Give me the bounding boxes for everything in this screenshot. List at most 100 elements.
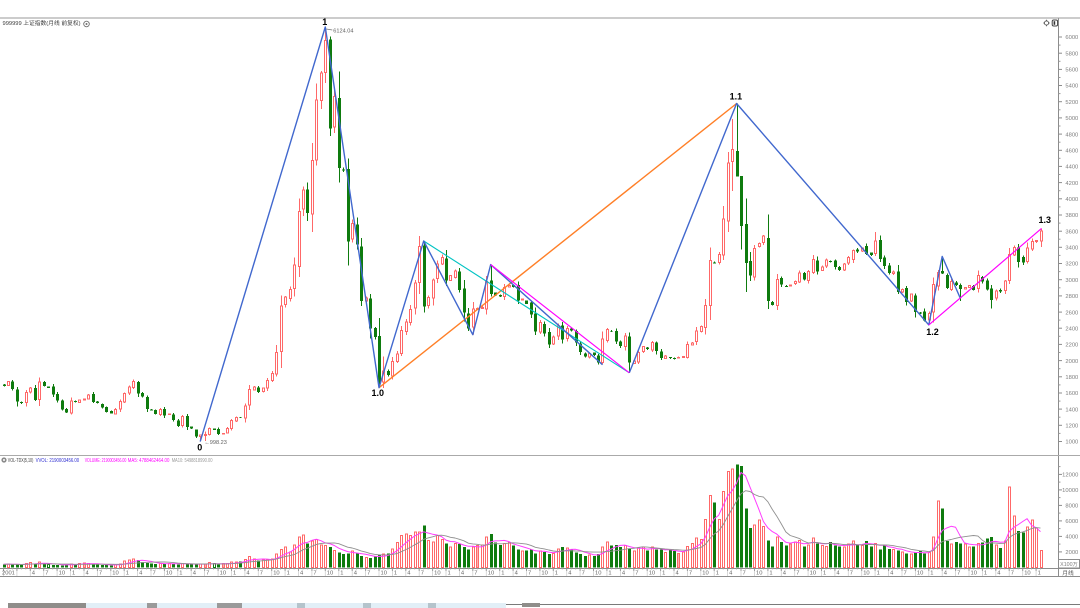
svg-text:5200: 5200 (1065, 100, 1078, 106)
svg-text:1: 1 (877, 571, 880, 577)
svg-text:10: 10 (381, 571, 387, 577)
svg-text:7: 7 (313, 571, 316, 577)
svg-text:4: 4 (32, 571, 36, 577)
svg-text:10: 10 (112, 571, 118, 577)
svg-text:7: 7 (206, 571, 209, 577)
svg-text:5800: 5800 (1065, 51, 1078, 57)
svg-text:1: 1 (394, 571, 397, 577)
svg-text:2400: 2400 (1065, 326, 1078, 332)
svg-text:4800: 4800 (1065, 132, 1078, 138)
svg-text:1200: 1200 (1065, 424, 1078, 430)
svg-text:10: 10 (541, 571, 547, 577)
svg-text:1: 1 (662, 571, 665, 577)
svg-text:1: 1 (233, 571, 236, 577)
svg-text:1.1: 1.1 (730, 92, 743, 102)
svg-text:4: 4 (193, 571, 197, 577)
svg-text:1.3: 1.3 (1039, 215, 1052, 225)
svg-text:7: 7 (904, 571, 907, 577)
svg-text:10: 10 (59, 571, 65, 577)
svg-text:7: 7 (635, 571, 638, 577)
svg-text:4200: 4200 (1065, 181, 1078, 187)
svg-text:10: 10 (327, 571, 333, 577)
svg-text:4: 4 (300, 571, 304, 577)
svg-text:2000: 2000 (1065, 550, 1078, 556)
svg-text:7: 7 (850, 571, 853, 577)
svg-text:10: 10 (971, 571, 977, 577)
svg-text:1: 1 (823, 571, 826, 577)
svg-text:5600: 5600 (1065, 68, 1078, 74)
svg-text:2600: 2600 (1065, 310, 1078, 316)
svg-text:4: 4 (729, 571, 733, 577)
svg-text:6000: 6000 (1065, 35, 1078, 41)
svg-text:1: 1 (716, 571, 719, 577)
svg-text:4: 4 (461, 571, 465, 577)
svg-text:1: 1 (608, 571, 611, 577)
svg-text:7: 7 (260, 571, 263, 577)
svg-text:2000: 2000 (1065, 359, 1078, 365)
svg-text:VOL-TDX(5,10): VOL-TDX(5,10) (8, 458, 34, 464)
svg-text:1: 1 (1038, 571, 1041, 577)
svg-text:10: 10 (488, 571, 494, 577)
svg-text:10: 10 (756, 571, 762, 577)
svg-text:1.2: 1.2 (926, 327, 939, 337)
svg-text:4: 4 (836, 571, 840, 577)
svg-text:1600: 1600 (1065, 391, 1078, 397)
svg-text:10: 10 (917, 571, 923, 577)
svg-text:10: 10 (595, 571, 601, 577)
svg-text:4: 4 (676, 571, 680, 577)
svg-text:4: 4 (890, 571, 894, 577)
svg-text:6124.04: 6124.04 (333, 29, 353, 35)
svg-text:0: 0 (197, 443, 202, 453)
svg-text:4: 4 (568, 571, 572, 577)
svg-text:3800: 3800 (1065, 213, 1078, 219)
svg-text:10: 10 (810, 571, 816, 577)
svg-text:月线: 月线 (1062, 569, 1074, 577)
svg-text:1: 1 (930, 571, 933, 577)
svg-text:8000: 8000 (1065, 504, 1078, 510)
svg-text:1: 1 (72, 571, 75, 577)
svg-text:4: 4 (622, 571, 626, 577)
svg-text:1: 1 (340, 571, 343, 577)
svg-text:999999 上证指数(月线 前复权): 999999 上证指数(月线 前复权) (3, 19, 81, 27)
svg-text:6000: 6000 (1065, 519, 1078, 525)
svg-text:3600: 3600 (1065, 229, 1078, 235)
svg-text:7: 7 (528, 571, 531, 577)
svg-text:4000: 4000 (1065, 197, 1078, 203)
svg-text:4: 4 (997, 571, 1001, 577)
svg-text:12000: 12000 (1062, 473, 1078, 479)
svg-text:10: 10 (702, 571, 708, 577)
svg-text:MA5: 4788462464.00: MA5: 4788462464.00 (128, 458, 170, 464)
svg-text:2200: 2200 (1065, 343, 1078, 349)
svg-text:1: 1 (126, 571, 129, 577)
svg-text:3200: 3200 (1065, 262, 1078, 268)
svg-text:7: 7 (367, 571, 370, 577)
svg-text:2001: 2001 (2, 571, 15, 577)
svg-text:4: 4 (783, 571, 787, 577)
svg-text:7: 7 (45, 571, 48, 577)
svg-text:1: 1 (448, 571, 451, 577)
svg-text:MA10: 5498818990.00: MA10: 5498818990.00 (172, 458, 213, 464)
svg-text:4: 4 (515, 571, 519, 577)
svg-text:7: 7 (796, 571, 799, 577)
svg-text:3400: 3400 (1065, 246, 1078, 252)
svg-text:7: 7 (474, 571, 477, 577)
svg-text:7: 7 (957, 571, 960, 577)
svg-text:←998.23: ←998.23 (204, 440, 227, 446)
svg-text:4: 4 (139, 571, 143, 577)
svg-text:10: 10 (166, 571, 172, 577)
svg-text:1400: 1400 (1065, 407, 1078, 413)
svg-text:3000: 3000 (1065, 278, 1078, 284)
svg-text:7: 7 (743, 571, 746, 577)
svg-text:4000: 4000 (1065, 535, 1078, 541)
svg-text:1: 1 (322, 17, 327, 27)
svg-text:1.0: 1.0 (372, 388, 385, 398)
svg-text:1000: 1000 (1065, 440, 1078, 446)
svg-text:7: 7 (1011, 571, 1014, 577)
svg-text:7: 7 (153, 571, 156, 577)
svg-text:1: 1 (555, 571, 558, 577)
svg-text:10: 10 (220, 571, 226, 577)
svg-text:10000: 10000 (1062, 488, 1078, 494)
svg-text:1: 1 (287, 571, 290, 577)
svg-text:1: 1 (179, 571, 182, 577)
svg-text:4600: 4600 (1065, 149, 1078, 155)
